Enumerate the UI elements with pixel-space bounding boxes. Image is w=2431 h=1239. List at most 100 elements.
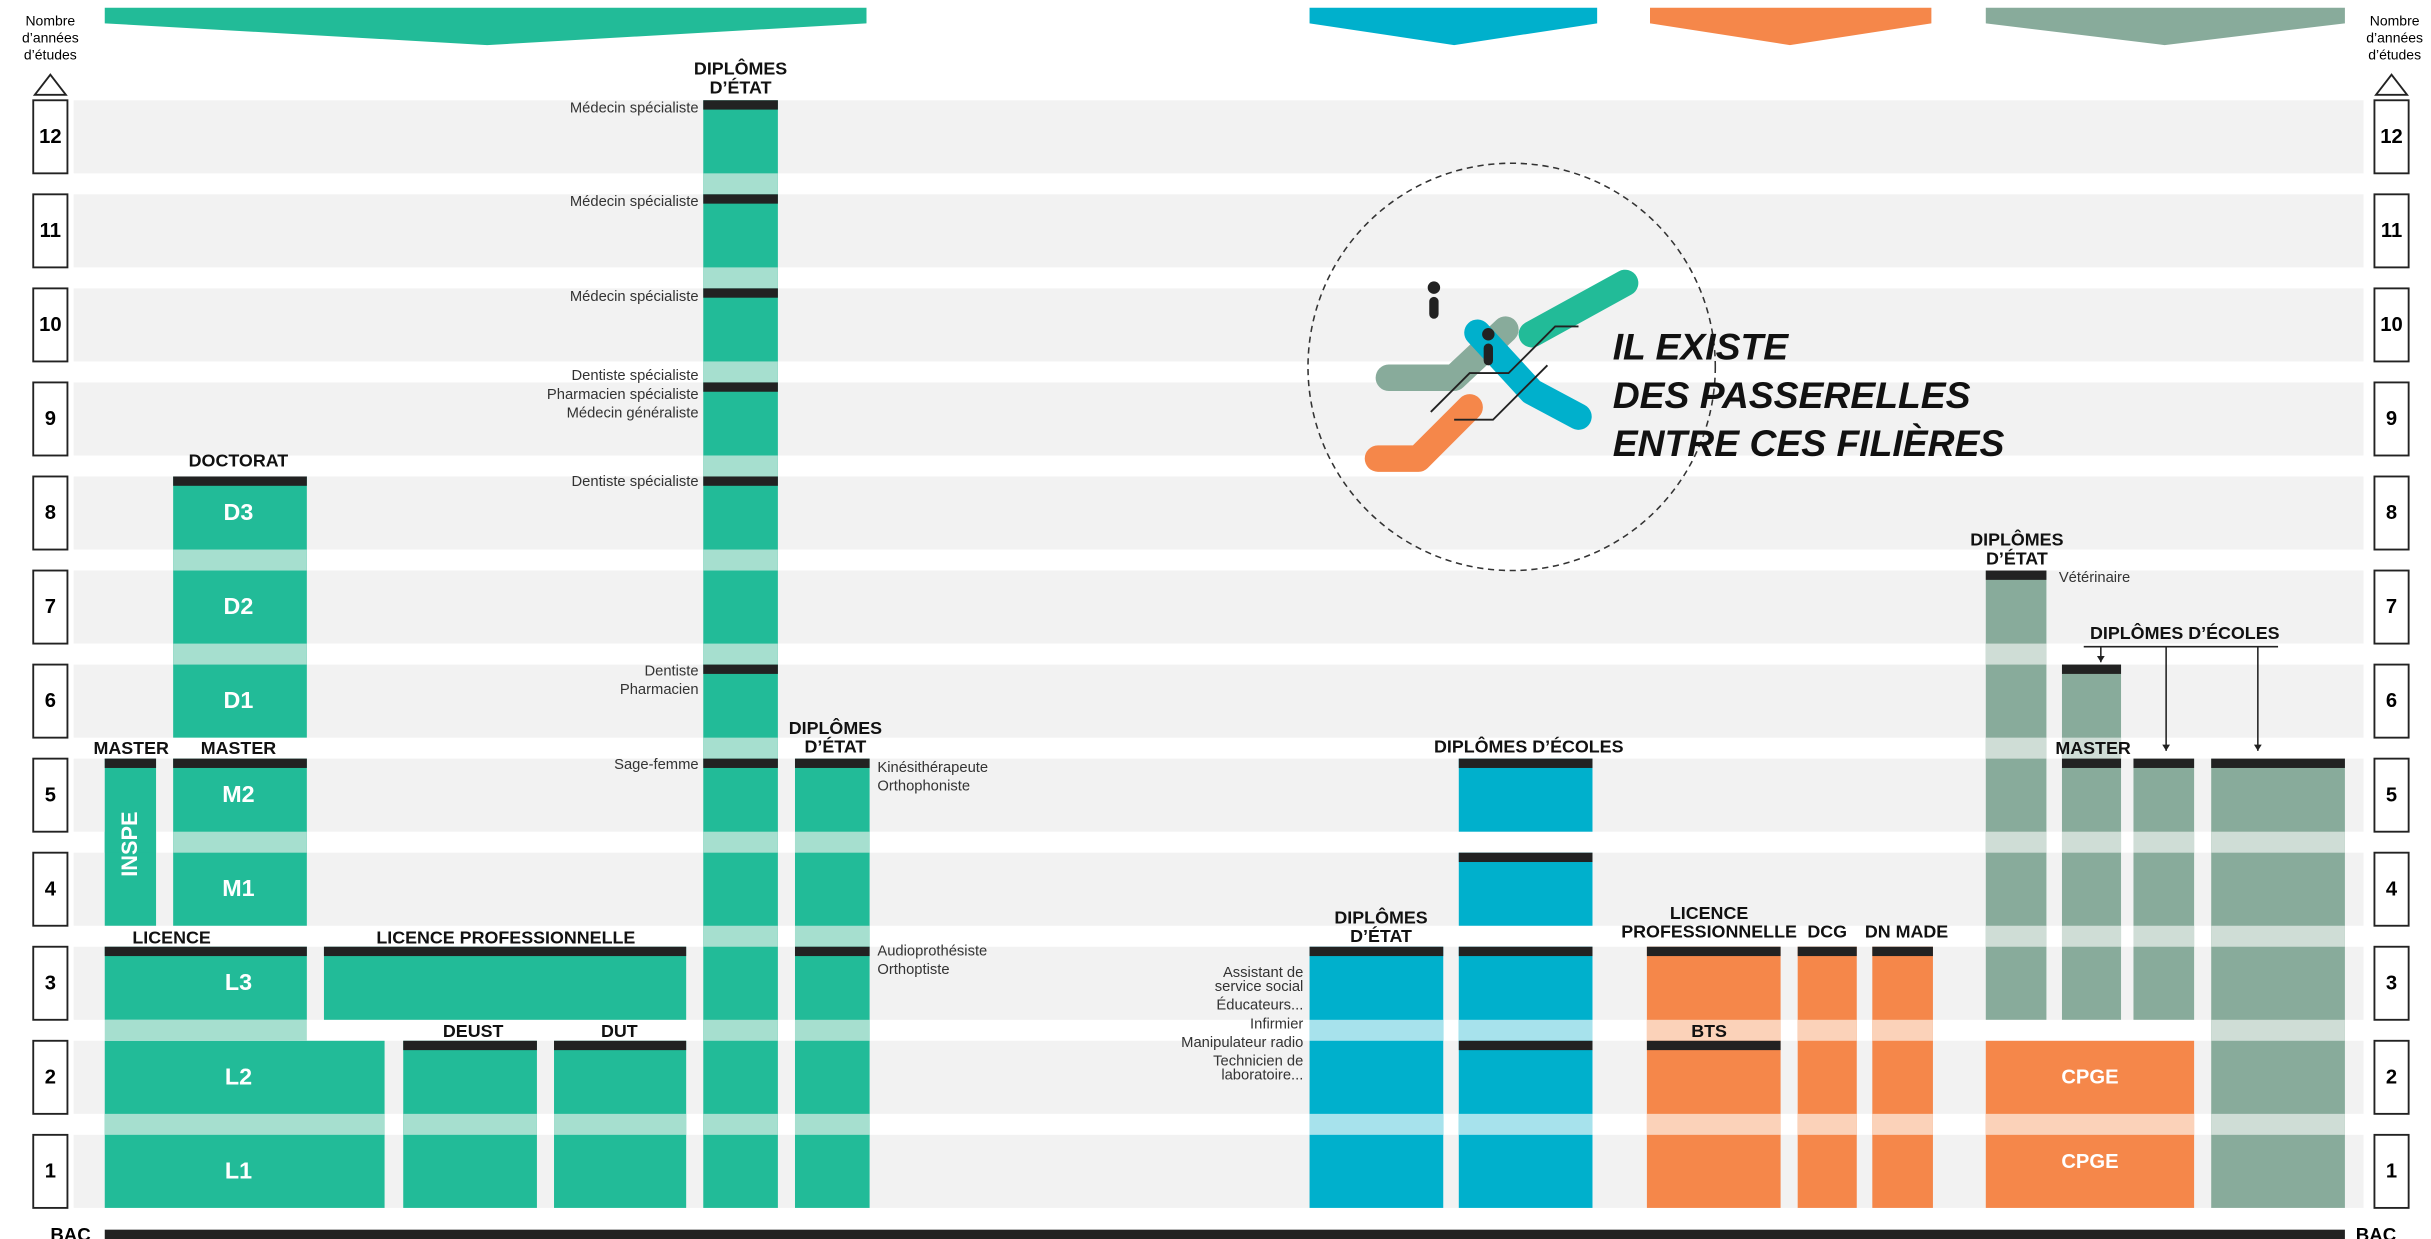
header: DIPLÔMES D’ÉCOLES — [1434, 735, 1624, 756]
diploma-bar — [1798, 947, 1857, 956]
arrow-head — [2097, 656, 2105, 662]
diploma-bar — [403, 1041, 537, 1050]
row-band — [74, 288, 2364, 361]
year-label: 11 — [40, 220, 61, 242]
year-gap — [105, 1114, 385, 1135]
year-label: 2 — [2386, 1066, 2397, 1088]
label: Médecin spécialiste — [570, 289, 699, 305]
year-gap — [795, 1020, 870, 1041]
header: DIPLÔMES — [694, 58, 787, 79]
study-block — [1798, 947, 1857, 1208]
year-gap — [554, 1114, 686, 1135]
block-label: D2 — [224, 593, 254, 619]
person-head — [1428, 281, 1440, 293]
year-gap — [1986, 644, 2047, 665]
year-gap — [1310, 1020, 1444, 1041]
year-gap — [795, 926, 870, 947]
year-gap — [703, 455, 778, 476]
year-label: 8 — [2386, 502, 2397, 524]
year-gap — [1459, 1020, 1593, 1041]
year-gap — [1872, 1020, 1933, 1041]
header: DIPLÔMES — [1334, 906, 1427, 927]
arrow-head — [2162, 745, 2170, 751]
label: Dentiste spécialiste — [572, 368, 699, 384]
study-block — [795, 759, 870, 1208]
headline: DES PASSERELLES — [1613, 374, 1971, 416]
block-label: CPGE — [2061, 1151, 2118, 1173]
axis-label: d’années — [22, 30, 79, 46]
row-band — [74, 100, 2364, 173]
passerelles-diagram: Nombred’annéesd’études123456789101112Nom… — [0, 0, 2431, 1239]
label: Dentiste spécialiste — [572, 474, 699, 490]
diploma-bar — [2062, 665, 2121, 674]
person-body — [1484, 344, 1493, 366]
study-block — [1647, 947, 1781, 1208]
label: Orthophoniste — [877, 779, 970, 795]
study-block — [1986, 571, 2047, 1020]
arrow-head — [2254, 745, 2262, 751]
year-label: 8 — [45, 502, 56, 524]
block-label: L3 — [225, 969, 252, 995]
year-label: 1 — [2386, 1160, 2397, 1182]
header: DOCTORAT — [189, 450, 289, 470]
diploma-bar — [795, 947, 870, 956]
label: Audioprothésiste — [877, 943, 987, 959]
axis-label: Nombre — [25, 12, 75, 28]
header: DCG — [1807, 921, 1847, 941]
label: Médecin spécialiste — [570, 101, 699, 117]
header: MASTER — [2055, 738, 2131, 758]
label: Manipulateur radio — [1181, 1035, 1303, 1051]
axis-label: Nombre — [2370, 12, 2420, 28]
headline: IL EXISTE — [1613, 326, 1790, 368]
label: Médecin généraliste — [567, 405, 699, 421]
block-label: L2 — [225, 1063, 252, 1089]
person-body — [1429, 297, 1438, 319]
label: Pharmacien — [620, 682, 699, 698]
year-gap — [703, 644, 778, 665]
diploma-bar — [1647, 1041, 1781, 1050]
year-gap — [1798, 1020, 1857, 1041]
year-gap — [1986, 738, 2047, 759]
year-gap — [1310, 1114, 1444, 1135]
label: Sage-femme — [614, 757, 698, 773]
bac-label: BAC — [2356, 1224, 2396, 1239]
diploma-bar — [554, 1041, 686, 1050]
diploma-bar — [703, 476, 778, 485]
header: BTS — [1691, 1021, 1727, 1041]
diploma-bar — [105, 759, 156, 768]
diploma-bar — [173, 759, 307, 768]
year-gap — [1872, 1114, 1933, 1135]
year-label: 9 — [2386, 408, 2397, 430]
year-gap — [105, 1020, 307, 1041]
headline: ENTRE CES FILIÈRES — [1613, 422, 2005, 464]
year-label: 10 — [2380, 314, 2402, 336]
header: LICENCE — [132, 928, 210, 948]
block-label: CPGE — [2061, 1066, 2118, 1088]
header: D’ÉTAT — [1350, 925, 1412, 946]
year-gap — [1986, 1114, 2194, 1135]
diploma-bar — [703, 194, 778, 203]
axis-arrow — [35, 75, 66, 95]
block-label: M1 — [222, 875, 254, 901]
year-gap — [703, 832, 778, 853]
diploma-bar — [795, 759, 870, 768]
study-block — [2133, 759, 2194, 1020]
year-gap — [1798, 1114, 1857, 1135]
block-label: D3 — [224, 499, 254, 525]
year-gap — [703, 267, 778, 288]
diploma-bar — [1986, 571, 2047, 580]
year-gap — [173, 832, 307, 853]
person-head — [1482, 328, 1494, 340]
diploma-bar — [703, 100, 778, 109]
study-block — [324, 947, 686, 1020]
diploma-bar — [1459, 947, 1593, 956]
study-block — [1459, 947, 1593, 1208]
year-label: 5 — [45, 784, 56, 806]
diploma-bar — [324, 947, 686, 956]
diploma-bar — [703, 665, 778, 674]
header: DN MADE — [1865, 921, 1948, 941]
row-band — [74, 194, 2364, 267]
year-label: 12 — [39, 126, 61, 148]
year-gap — [703, 173, 778, 194]
year-gap — [703, 1114, 778, 1135]
